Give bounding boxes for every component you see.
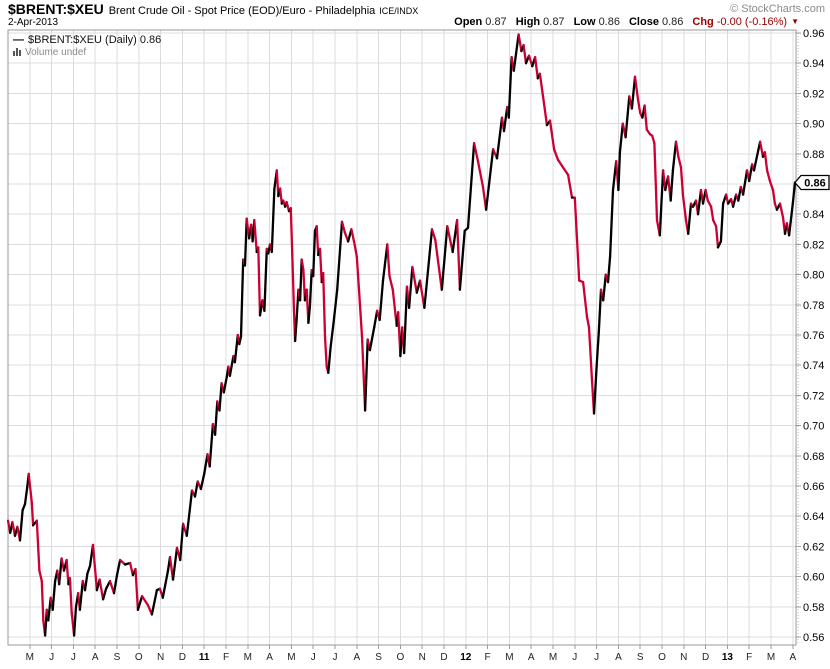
svg-text:13: 13 (722, 652, 734, 663)
svg-text:M: M (767, 652, 775, 663)
close-value: 0.86 (661, 16, 684, 28)
high-label: High (515, 16, 541, 28)
svg-text:O: O (397, 652, 405, 663)
svg-text:0.76: 0.76 (803, 330, 824, 342)
svg-text:D: D (702, 652, 709, 663)
svg-text:0.68: 0.68 (803, 451, 824, 463)
svg-text:O: O (135, 652, 143, 663)
svg-text:S: S (637, 652, 644, 663)
high-value: 0.87 (543, 16, 565, 28)
svg-text:0.64: 0.64 (803, 511, 824, 523)
low-value: 0.86 (598, 16, 620, 28)
svg-text:S: S (375, 652, 382, 663)
svg-text:0.74: 0.74 (803, 360, 824, 372)
svg-text:0.60: 0.60 (803, 572, 824, 584)
svg-text:J: J (71, 652, 76, 663)
volume-legend-label: Volume undef (25, 47, 87, 58)
change-value: -0.00 (-0.16%) (716, 16, 788, 28)
svg-text:0.66: 0.66 (803, 481, 824, 493)
svg-text:J: J (333, 652, 338, 663)
svg-text:D: D (179, 652, 186, 663)
svg-text:S: S (114, 652, 121, 663)
svg-text:0.92: 0.92 (803, 88, 824, 100)
svg-text:12: 12 (460, 652, 472, 663)
series-legend-label: $BRENT:$XEU (Daily) 0.86 (28, 34, 162, 46)
svg-text:A: A (353, 652, 360, 663)
svg-text:0.88: 0.88 (803, 149, 824, 161)
series-legend: — $BRENT:$XEU (Daily) 0.86 (13, 34, 161, 46)
svg-text:J: J (572, 652, 577, 663)
svg-text:0.72: 0.72 (803, 390, 824, 402)
chart-header: $BRENT:$XEU Brent Crude Oil - Spot Price … (8, 1, 418, 19)
svg-text:0.90: 0.90 (803, 119, 824, 131)
down-triangle-icon: ▼ (791, 17, 799, 26)
svg-text:0.84: 0.84 (803, 209, 824, 221)
svg-text:M: M (505, 652, 513, 663)
svg-text:N: N (419, 652, 426, 663)
svg-text:M: M (549, 652, 557, 663)
exchange-label: ICE/INDX (379, 6, 419, 16)
svg-text:0.78: 0.78 (803, 300, 824, 312)
svg-text:0.56: 0.56 (803, 632, 824, 644)
svg-text:A: A (789, 652, 796, 663)
svg-text:A: A (92, 652, 99, 663)
ticker-symbol: $BRENT:$XEU (8, 1, 104, 17)
low-label: Low (573, 16, 596, 28)
svg-text:M: M (287, 652, 295, 663)
svg-text:M: M (244, 652, 252, 663)
copyright-label: © StockCharts.com (730, 3, 825, 15)
svg-text:J: J (49, 652, 54, 663)
svg-text:A: A (615, 652, 622, 663)
open-value: 0.87 (485, 16, 507, 28)
svg-text:D: D (440, 652, 447, 663)
open-label: Open (454, 16, 483, 28)
svg-text:0.86: 0.86 (804, 178, 825, 190)
svg-text:0.70: 0.70 (803, 421, 824, 433)
svg-text:11: 11 (199, 652, 210, 663)
svg-text:A: A (528, 652, 535, 663)
svg-text:N: N (157, 652, 164, 663)
close-label: Close (628, 16, 659, 28)
svg-text:0.58: 0.58 (803, 602, 824, 614)
svg-text:F: F (746, 652, 752, 663)
volume-legend: Volume undef (13, 47, 86, 59)
svg-text:0.62: 0.62 (803, 541, 824, 553)
svg-text:0.80: 0.80 (803, 270, 824, 282)
svg-text:O: O (658, 652, 666, 663)
ohlc-quote-row: Open 0.87 High 0.87 Low 0.86 Close 0.86 Chg -0.00… (454, 16, 799, 28)
line-style-icon: — (13, 34, 24, 46)
instrument-description: Brent Crude Oil - Spot Price (EOD)/Euro … (108, 5, 376, 17)
chart-date: 2-Apr-2013 (8, 17, 59, 28)
svg-text:J: J (311, 652, 316, 663)
change-label: Chg (692, 16, 714, 28)
svg-text:0.82: 0.82 (803, 239, 824, 251)
svg-text:N: N (680, 652, 687, 663)
svg-text:M: M (26, 652, 34, 663)
svg-text:0.94: 0.94 (803, 58, 824, 70)
svg-text:J: J (594, 652, 599, 663)
svg-text:F: F (485, 652, 491, 663)
svg-text:A: A (266, 652, 273, 663)
svg-text:F: F (223, 652, 229, 663)
volume-bars-icon (13, 48, 22, 59)
svg-text:0.96: 0.96 (803, 28, 824, 40)
